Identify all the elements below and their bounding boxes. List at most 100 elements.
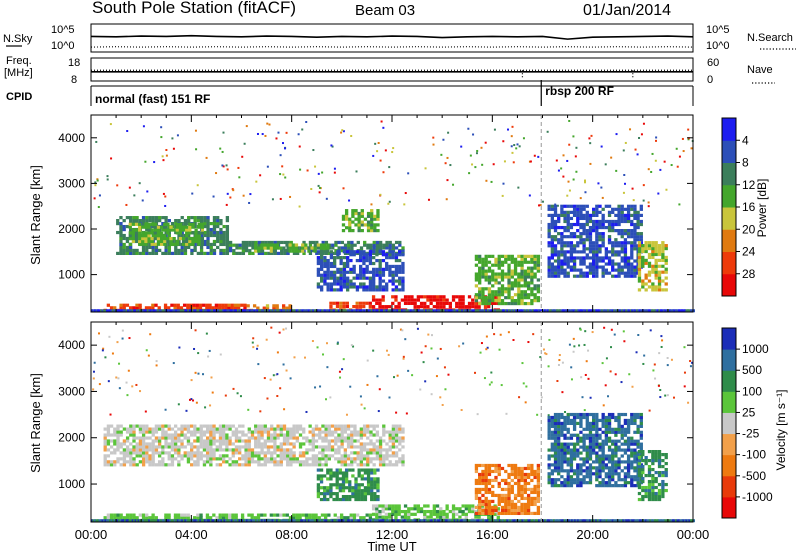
power-gs <box>432 309 435 313</box>
velocity-cell-2 <box>366 424 370 428</box>
power-cell-0 <box>167 306 171 310</box>
velocity-cell-5 <box>547 478 551 482</box>
power-cell-10 <box>497 301 501 306</box>
power-cell-10 <box>536 269 541 273</box>
power-cell-6 <box>379 246 383 250</box>
power-cell-4 <box>183 251 188 256</box>
power-cell-10 <box>513 269 518 273</box>
velocity-cell-2 <box>212 457 216 461</box>
velocity-cell-2 <box>334 436 338 440</box>
velocity-cell-2 <box>167 457 171 461</box>
power-cell-8 <box>375 267 379 271</box>
power-cell-10 <box>517 272 521 276</box>
velocity-cell-4 <box>517 511 521 516</box>
power-cell-11 <box>617 204 621 208</box>
power-cell-11 <box>579 235 583 239</box>
velocity-speckle <box>107 380 110 383</box>
velocity-cell-3 <box>354 480 358 484</box>
power-cell-11 <box>604 262 609 266</box>
velocity-cell-4 <box>523 508 527 513</box>
power-cell-7 <box>313 249 317 253</box>
power-cell-6 <box>260 251 265 256</box>
power-cell-12 <box>657 246 662 251</box>
velocity-cell-2 <box>266 457 271 461</box>
velocity-cell-2 <box>279 430 283 434</box>
velocity-cell-5 <box>547 448 551 452</box>
power-speckle <box>447 131 450 134</box>
velocity-cell-0 <box>106 516 111 520</box>
power-cell-12 <box>661 255 665 260</box>
velocity-cell-4 <box>517 505 521 510</box>
power-cell-5 <box>131 231 136 235</box>
velocity-cell-2 <box>263 442 267 446</box>
velocity-cell-2 <box>257 433 261 437</box>
power-cell-11 <box>633 274 637 278</box>
power-cell-11 <box>591 265 596 269</box>
power-cell-11 <box>617 250 621 254</box>
velocity-cell-2 <box>353 427 357 431</box>
velocity-cell-2 <box>247 451 251 455</box>
velocity-cell-4 <box>526 511 531 516</box>
power-gs <box>196 309 199 313</box>
velocity-cell-2 <box>334 448 338 452</box>
velocity-cell-0 <box>368 516 373 520</box>
velocity-cell-5 <box>557 430 561 434</box>
velocity-speckle <box>345 413 348 416</box>
noise-left-tick-low: 10^0 <box>51 40 75 52</box>
power-cell-10 <box>481 257 485 261</box>
velocity-cell-1 <box>432 509 436 514</box>
power-cell-8 <box>368 282 373 286</box>
velocity-cell-2 <box>247 454 251 458</box>
velocity-cell-3 <box>319 468 324 472</box>
velocity-cell-2 <box>173 439 178 443</box>
velocity-cell-2 <box>116 457 120 461</box>
velocity-cell-4 <box>494 508 498 513</box>
velocity-cell-2 <box>103 448 107 452</box>
velocity-cell-2 <box>327 433 331 437</box>
power-cell-10 <box>487 266 492 270</box>
velocity-cell-2 <box>247 460 251 464</box>
power-cell-11 <box>623 238 628 242</box>
velocity-cell-2 <box>231 463 235 467</box>
power-cell-5 <box>169 236 173 241</box>
power-cell-0 <box>227 303 231 307</box>
power-cell-10 <box>526 293 531 297</box>
power-cell-12 <box>664 261 668 265</box>
velocity-cell-1 <box>375 515 379 519</box>
power-cell-10 <box>504 254 508 258</box>
power-gs <box>128 309 131 313</box>
power-cell-11 <box>553 259 558 263</box>
power-cell-3 <box>426 305 430 309</box>
power-cell-11 <box>607 256 612 260</box>
power-cell-12 <box>661 241 665 245</box>
velocity-cell-0 <box>125 516 130 520</box>
power-cell-7 <box>269 243 274 247</box>
power-speckle <box>142 125 145 128</box>
power-cell-8 <box>362 258 366 263</box>
velocity-cell-0 <box>145 513 149 517</box>
velocity-cell-1 <box>426 515 430 519</box>
power-cell-5 <box>138 228 142 232</box>
velocity-cell-4 <box>520 511 524 516</box>
velocity-cell-2 <box>270 439 274 443</box>
power-cell-8 <box>362 267 366 271</box>
power-cell-10 <box>507 266 511 270</box>
power-cell-4 <box>119 242 123 247</box>
velocity-cell-4 <box>536 487 541 492</box>
power-cell-4 <box>122 219 126 223</box>
power-cell-8 <box>372 279 376 283</box>
velocity-cell-2 <box>177 460 181 464</box>
power-gs <box>607 309 610 313</box>
velocity-cell-2 <box>388 445 392 449</box>
power-gs <box>351 309 354 313</box>
power-speckle <box>275 137 278 140</box>
velocity-cell-5 <box>550 481 554 485</box>
velocity-cell-4 <box>507 502 511 507</box>
velocity-cell-2 <box>106 427 111 431</box>
velocity-cell-2 <box>286 436 290 440</box>
power-cell-11 <box>595 250 599 254</box>
power-gs <box>661 309 664 313</box>
power-speckle <box>507 128 510 131</box>
power-cell-9 <box>351 214 355 218</box>
power-cell-10 <box>530 278 534 282</box>
